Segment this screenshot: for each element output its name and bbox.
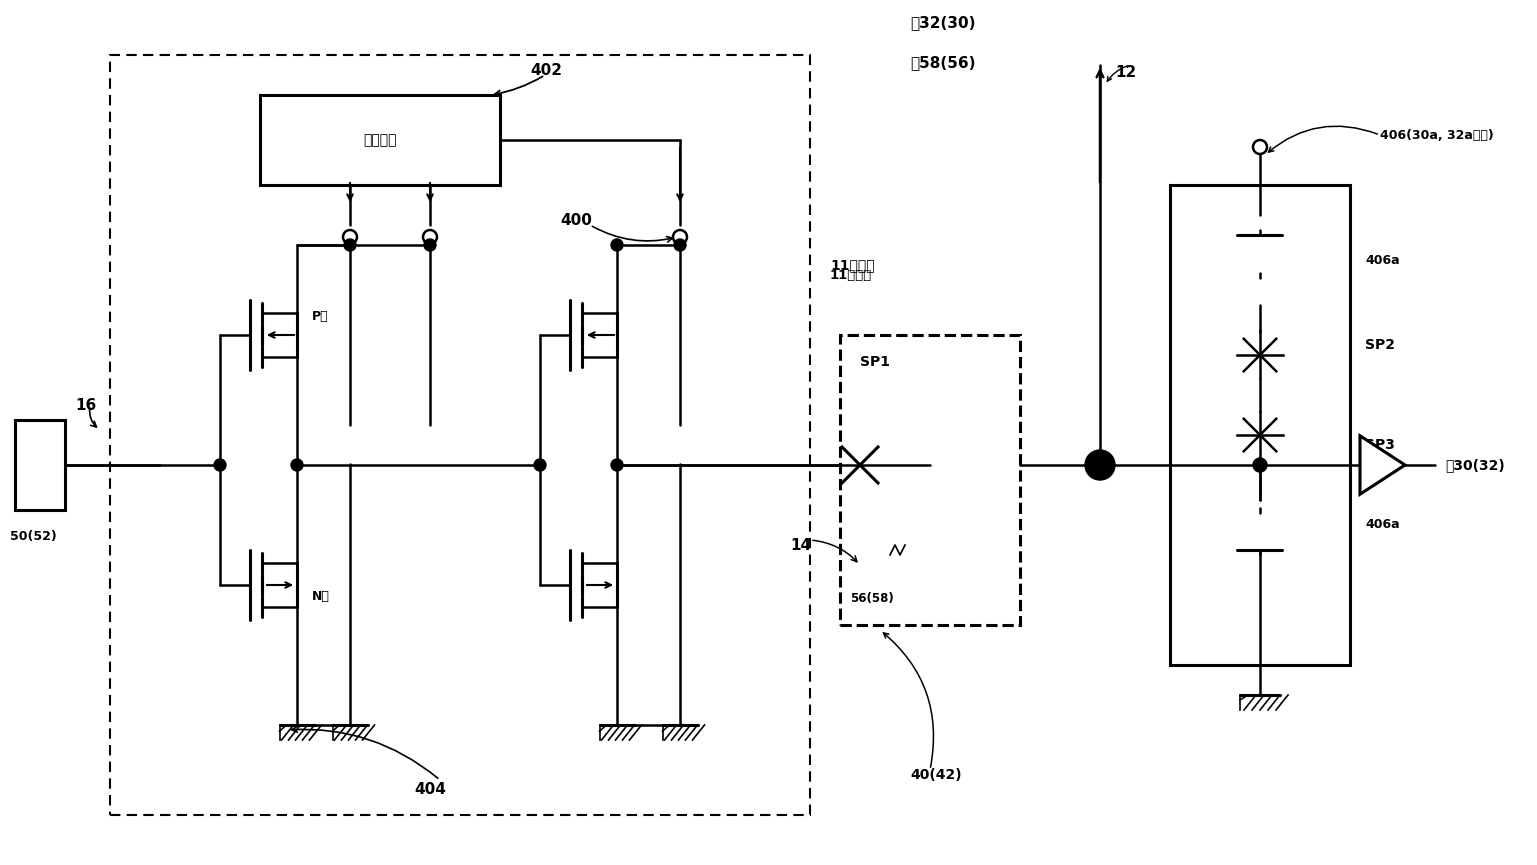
Text: 16: 16 [75, 398, 97, 413]
Text: 向32(30): 向32(30) [910, 15, 976, 30]
Text: 404: 404 [413, 783, 446, 798]
Text: 12: 12 [1114, 65, 1136, 80]
Text: N型: N型 [312, 590, 330, 603]
Text: 11的情况: 11的情况 [830, 258, 875, 272]
Text: 406(30a, 32a部分): 406(30a, 32a部分) [1380, 129, 1494, 142]
Polygon shape [1242, 235, 1277, 272]
Text: 40(42): 40(42) [910, 768, 962, 782]
Circle shape [1253, 458, 1266, 472]
Text: SP3: SP3 [1365, 438, 1396, 452]
Text: SP1: SP1 [861, 355, 890, 369]
Circle shape [533, 459, 546, 471]
Circle shape [1085, 450, 1114, 480]
Circle shape [612, 459, 622, 471]
Text: 14: 14 [790, 537, 812, 553]
Polygon shape [1242, 512, 1277, 550]
Text: 402: 402 [530, 62, 563, 78]
Circle shape [344, 239, 357, 251]
Text: 的58(56): 的58(56) [910, 55, 976, 70]
Text: 400: 400 [559, 213, 592, 227]
Text: 56(58): 56(58) [850, 592, 893, 605]
Circle shape [675, 239, 686, 251]
Bar [111, 55, 810, 815]
Text: 50(52): 50(52) [11, 530, 57, 543]
Bar [1170, 185, 1349, 665]
Bar [841, 335, 1021, 625]
Text: 406a: 406a [1365, 518, 1400, 531]
Circle shape [612, 239, 622, 251]
Circle shape [214, 459, 226, 471]
Circle shape [424, 239, 437, 251]
Text: P型: P型 [312, 310, 329, 323]
Polygon shape [1360, 436, 1405, 494]
Text: 11的情况: 11的情况 [830, 268, 873, 281]
Text: SP2: SP2 [1365, 338, 1396, 352]
Text: 电源电路: 电源电路 [363, 133, 397, 147]
Circle shape [290, 459, 303, 471]
Bar [260, 95, 500, 185]
Text: 对30(32): 对30(32) [1445, 458, 1505, 472]
Text: 406a: 406a [1365, 253, 1400, 266]
Bar [15, 420, 65, 510]
